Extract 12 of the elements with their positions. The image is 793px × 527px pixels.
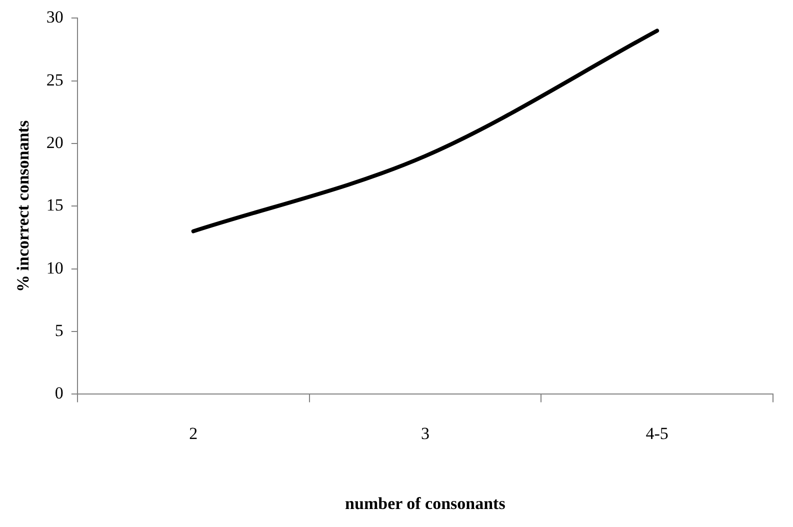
x-tick-label: 3 (420, 424, 430, 443)
y-axis-title: % incorrect consonants (14, 120, 33, 292)
y-tick-label: 0 (54, 384, 64, 403)
x-tick-label: 4-5 (646, 424, 668, 443)
x-tick-label: 2 (189, 424, 198, 443)
y-tick-label: 25 (46, 70, 64, 90)
y-tick-label: 20 (46, 133, 64, 152)
y-tick-label: 10 (46, 258, 64, 278)
y-tick-label: 15 (46, 196, 64, 215)
y-tick-label: 5 (54, 321, 64, 340)
y-tick-label: 30 (46, 8, 64, 27)
x-axis-title: number of consonants (345, 494, 506, 514)
